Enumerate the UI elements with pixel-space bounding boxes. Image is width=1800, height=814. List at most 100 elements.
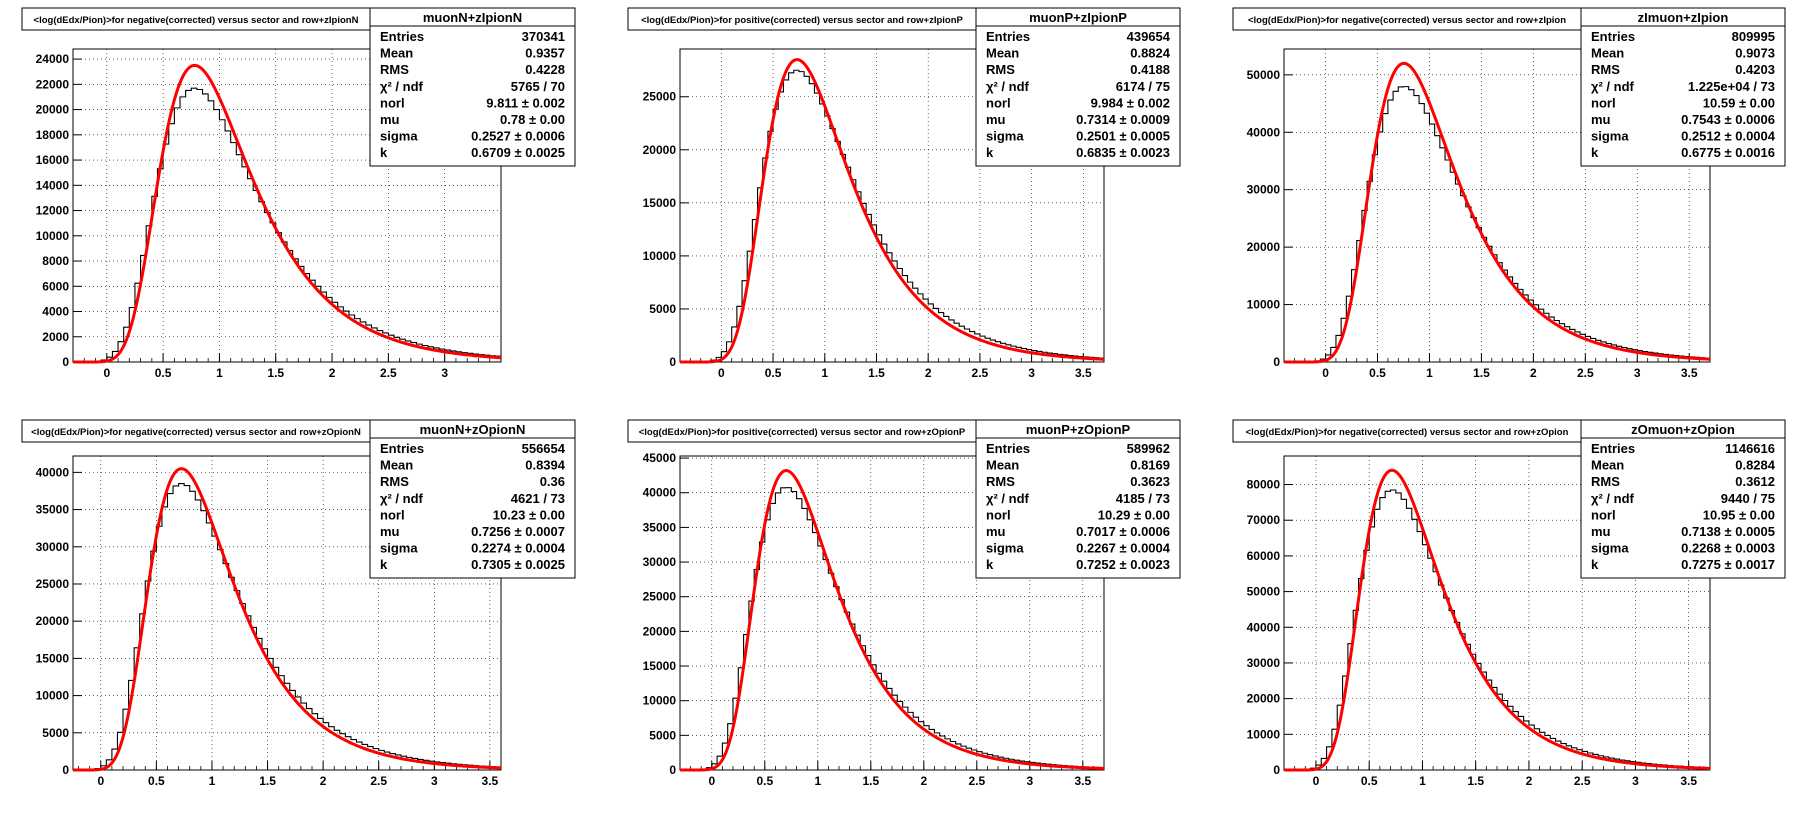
y-tick-label: 16000 (36, 153, 70, 167)
x-tick-label: 0 (1322, 366, 1329, 380)
stats-label: RMS (380, 62, 409, 77)
stats-value: 0.8394 (525, 458, 566, 473)
x-tick-label: 1.5 (1473, 366, 1490, 380)
x-tick-label: 0 (97, 774, 104, 788)
stats-value: 0.78 ± 0.00 (500, 112, 565, 127)
stats-box (975, 7, 1181, 167)
stats-label: norl (1591, 95, 1616, 110)
stats-value: 0.8824 (1130, 46, 1171, 61)
x-tick-label: 3 (1632, 774, 1639, 788)
stats-value: 0.7305 ± 0.0025 (471, 557, 565, 572)
stats-label: Entries (986, 29, 1030, 44)
stats-label: Entries (380, 29, 424, 44)
histogram-panel: 0 0.5 1 1.5 2 2.5 3 0 2000 4000 6000 8000 10000 12000… (21, 7, 576, 380)
stats-label: k (986, 145, 994, 160)
stats-label: RMS (1591, 474, 1620, 489)
stats-label: k (380, 145, 388, 160)
stats-value: 0.8284 (1735, 458, 1776, 473)
stats-label: norl (1591, 507, 1616, 522)
y-tick-label: 0 (669, 763, 676, 777)
x-tick-label: 3 (441, 366, 448, 380)
stats-label: χ² / ndf (986, 491, 1030, 506)
x-tick-label: 2.5 (972, 366, 989, 380)
stats-label: sigma (380, 129, 418, 144)
stats-label: χ² / ndf (1591, 491, 1635, 506)
stats-value: 9.811 ± 0.002 (486, 95, 565, 110)
x-tick-label: 3.5 (1074, 774, 1091, 788)
stats-label: RMS (1591, 62, 1620, 77)
stats-value: 0.9073 (1735, 46, 1775, 61)
stats-label: norl (986, 95, 1011, 110)
y-tick-label: 8000 (42, 254, 69, 268)
x-tick-label: 3.5 (1680, 774, 1697, 788)
y-tick-label: 0 (62, 355, 69, 369)
stats-label: sigma (1591, 129, 1629, 144)
stats-value: 0.9357 (525, 46, 565, 61)
x-tick-label: 3.5 (1681, 366, 1698, 380)
histogram-panel: 0 0.5 1 1.5 2 2.5 3 3.5 0 5000 10000 15000 20000 2500… (627, 7, 1181, 380)
histogram-panel: 0 0.5 1 1.5 2 2.5 3 3.5 0 10000 20000 30000 40000 500… (1232, 7, 1786, 380)
stats-value: 0.2501 ± 0.0005 (1076, 129, 1170, 144)
stats-label: Mean (986, 46, 1019, 61)
histogram-steps (72, 87, 501, 363)
y-tick-label: 20000 (1247, 240, 1281, 254)
y-tick-label: 10000 (1247, 727, 1281, 741)
plot-frame (72, 455, 502, 771)
x-tick-label: 3 (1634, 366, 1641, 380)
x-tick-label: 2.5 (380, 366, 397, 380)
x-tick-label: 2 (925, 366, 932, 380)
stats-value: 9.984 ± 0.002 (1091, 95, 1170, 110)
stats-label: Mean (380, 46, 413, 61)
stats-value: 0.7017 ± 0.0006 (1076, 524, 1170, 539)
y-tick-label: 0 (1273, 355, 1280, 369)
plot-title: <log(dEdx/Pion)>for negative(corrected) … (1246, 427, 1569, 438)
y-tick-label: 20000 (36, 103, 70, 117)
stats-box (975, 419, 1181, 579)
stats-label: sigma (986, 541, 1024, 556)
x-tick-label: 0.5 (1361, 774, 1378, 788)
stats-value: 0.36 (540, 474, 565, 489)
fit-curve (73, 467, 502, 772)
y-tick-label: 40000 (36, 465, 70, 479)
x-tick-label: 3 (431, 774, 438, 788)
stats-value: 589962 (1127, 441, 1170, 456)
stats-value: 0.7275 ± 0.0017 (1681, 557, 1775, 572)
stats-value: 0.2527 ± 0.0006 (471, 129, 565, 144)
stats-label: Mean (380, 458, 413, 473)
y-tick-label: 20000 (36, 614, 70, 628)
stats-box (1580, 7, 1786, 167)
x-tick-label: 1.5 (259, 774, 276, 788)
stats-label: k (986, 557, 994, 572)
stats-label: sigma (1591, 541, 1629, 556)
plot-title: <log(dEdx/Pion)>for negative(corrected) … (1248, 15, 1566, 26)
y-tick-label: 22000 (36, 77, 70, 91)
stats-label: χ² / ndf (380, 491, 424, 506)
stats-value: 0.4203 (1735, 62, 1775, 77)
y-tick-label: 20000 (643, 624, 677, 638)
fit-curve (1284, 61, 1711, 364)
x-tick-label: 3 (1028, 366, 1035, 380)
histogram-panel: 0 0.5 1 1.5 2 2.5 3 3.5 0 10000 20000 30000 40000 500… (1232, 419, 1786, 788)
y-tick-label: 40000 (1247, 125, 1281, 139)
y-tick-label: 15000 (643, 196, 677, 210)
y-tick-label: 30000 (643, 555, 677, 569)
x-tick-label: 2 (320, 774, 327, 788)
y-tick-label: 30000 (36, 540, 70, 554)
stats-value: 0.7314 ± 0.0009 (1076, 112, 1170, 127)
x-tick-label: 3.5 (1075, 366, 1092, 380)
x-tick-label: 1 (814, 774, 821, 788)
y-tick-label: 24000 (36, 52, 70, 66)
stats-value: 0.4228 (525, 62, 565, 77)
stats-value: 4185 / 73 (1116, 491, 1170, 506)
stats-value: 10.29 ± 0.00 (1098, 507, 1170, 522)
x-tick-label: 1 (209, 774, 216, 788)
stats-name: muonN+zIpionN (423, 10, 522, 25)
stats-label: k (1591, 145, 1599, 160)
stats-value: 0.3612 (1735, 474, 1775, 489)
histogram-panel: 0 0.5 1 1.5 2 2.5 3 3.5 0 5000 10000 15000 20000 2500… (627, 419, 1181, 788)
stats-name: zOmuon+zOpion (1631, 422, 1735, 437)
y-tick-label: 10000 (643, 249, 677, 263)
x-tick-label: 0 (103, 366, 110, 380)
x-tick-label: 2 (920, 774, 927, 788)
stats-value: 10.95 ± 0.00 (1703, 507, 1775, 522)
